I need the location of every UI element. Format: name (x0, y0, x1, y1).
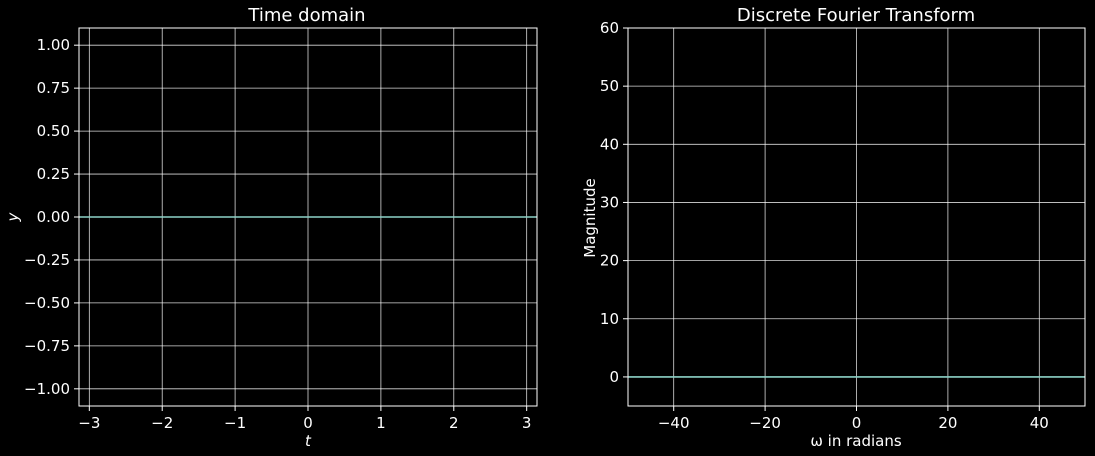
time-domain-panel: Time domain −3 −2 −1 0 1 2 3 −1.00 −0.75 −0.50 −0… (4, 5, 538, 450)
y-tick-label: 0 (609, 368, 619, 386)
x-tick-label: 2 (449, 414, 459, 432)
y-tick-label: 20 (600, 252, 619, 270)
x-ticks: −40 −20 0 20 40 (658, 406, 1049, 432)
x-tick-label: 0 (852, 414, 862, 432)
y-tick-label: −1.00 (24, 380, 70, 398)
y-tick-label: 30 (600, 193, 619, 211)
y-tick-label: 0.50 (37, 122, 70, 140)
x-tick-label: 20 (938, 414, 957, 432)
y-tick-label: −0.25 (24, 251, 70, 269)
y-tick-label: 0.75 (37, 79, 70, 97)
y-tick-label: −0.75 (24, 337, 70, 355)
x-tick-label: −1 (224, 414, 246, 432)
x-tick-label: −40 (658, 414, 690, 432)
chart-title: Time domain (247, 5, 365, 26)
grid (628, 27, 1085, 406)
y-tick-label: 50 (600, 77, 619, 95)
x-tick-label: 1 (376, 414, 386, 432)
y-tick-label: 40 (600, 135, 619, 153)
x-tick-label: −20 (749, 414, 781, 432)
y-ticks: 0 10 20 30 40 50 60 (600, 19, 628, 386)
x-ticks: −3 −2 −1 0 1 2 3 (78, 406, 531, 432)
y-axis-label: y (4, 211, 22, 222)
chart-title: Discrete Fourier Transform (737, 5, 975, 26)
y-tick-label: 0.00 (37, 208, 70, 226)
x-tick-label: −3 (78, 414, 100, 432)
y-tick-label: 10 (600, 310, 619, 328)
x-tick-label: 40 (1030, 414, 1049, 432)
y-tick-label: 0.25 (37, 165, 70, 183)
y-tick-label: 1.00 (37, 36, 70, 54)
x-tick-label: 0 (303, 414, 313, 432)
x-axis-label: t (305, 432, 312, 450)
y-tick-label: −0.50 (24, 294, 70, 312)
dft-panel: Discrete Fourier Transform −40 −20 0 20 40 0… (581, 5, 1086, 450)
x-tick-label: 3 (522, 414, 532, 432)
x-axis-label: ω in radians (810, 432, 902, 450)
y-tick-label: 60 (600, 19, 619, 37)
y-axis-label: Magnitude (581, 178, 599, 257)
x-tick-label: −2 (151, 414, 173, 432)
y-ticks: −1.00 −0.75 −0.50 −0.25 0.00 0.25 0.50 0.75 1.00 (24, 36, 79, 398)
